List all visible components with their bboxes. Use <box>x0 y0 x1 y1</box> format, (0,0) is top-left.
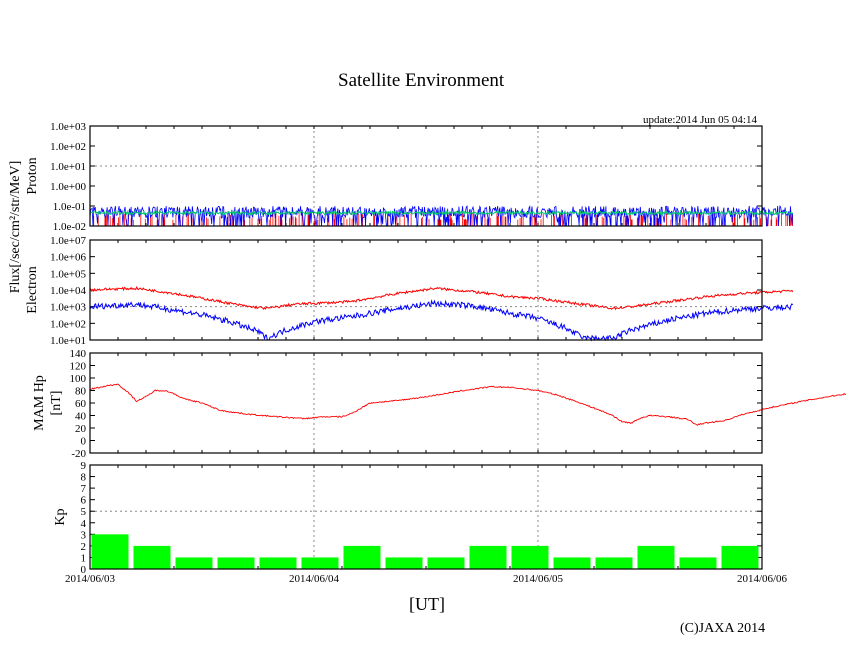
y-tick-label: 80 <box>75 386 87 398</box>
kp-bar <box>217 557 255 569</box>
y-tick-label: 1.0e+01 <box>50 335 86 347</box>
y-tick-label: 20 <box>75 423 87 435</box>
kp-bar <box>385 557 423 569</box>
kp-bar <box>175 557 213 569</box>
mam-hp-unit-label: [nT] <box>49 391 64 416</box>
y-tick-label: 2 <box>81 541 87 553</box>
y-tick-label: 1.0e+03 <box>50 121 86 133</box>
y-tick-label: 60 <box>75 398 87 410</box>
panel-electron: 1.0e+01 1.0e+02 1.0e+03 1.0e+04 1.0e+05 1.0e+… <box>50 235 794 347</box>
chart-title: Satellite Environment <box>338 70 505 91</box>
electron-axis-label: Electron <box>25 266 40 313</box>
kp-bar <box>469 545 507 569</box>
x-tick-label: 2014/06/06 <box>737 573 788 585</box>
kp-bar <box>595 557 633 569</box>
y-tick-label: 1.0e+07 <box>50 235 86 247</box>
y-tick-label: 1.0e+05 <box>50 268 86 280</box>
kp-bar <box>133 545 171 569</box>
y-tick-label: 0 <box>81 564 87 576</box>
panel-frame <box>89 125 763 227</box>
mam-hp-axis-label: MAM Hp <box>32 375 47 431</box>
x-tick-label: 2014/06/04 <box>289 573 340 585</box>
y-tick-label: 1.0e+01 <box>50 161 86 173</box>
y-tick-label: 6 <box>81 495 87 507</box>
x-tick-label: 2014/06/03 <box>65 573 116 585</box>
y-tick-label: 1.0e+02 <box>50 318 86 330</box>
kp-bar <box>343 545 381 569</box>
y-tick-label: 9 <box>81 460 87 472</box>
panel-frame <box>89 239 763 341</box>
y-tick-label: 1.0e-02 <box>53 221 86 233</box>
series-hp <box>89 383 846 426</box>
y-tick-label: 5 <box>81 506 87 518</box>
y-tick-label: 7 <box>81 483 87 495</box>
copyright: (C)JAXA 2014 <box>680 621 766 636</box>
panel-frame <box>89 464 763 570</box>
y-tick-label: -20 <box>71 448 86 460</box>
series-electron-low-energy <box>89 285 794 311</box>
y-tick-label: 1.0e+02 <box>50 141 86 153</box>
x-tick-label: 2014/06/05 <box>513 573 564 585</box>
kp-bar <box>553 557 591 569</box>
y-tick-label: 100 <box>70 373 87 385</box>
y-tick-label: 1.0e+03 <box>50 302 86 314</box>
series-proton-mean <box>89 209 794 217</box>
kp-bar <box>511 545 549 569</box>
y-tick-label: 40 <box>75 411 87 423</box>
y-tick-label: 120 <box>70 361 87 373</box>
y-tick-label: 1 <box>81 552 87 564</box>
y-tick-label: 140 <box>70 348 87 360</box>
y-tick-label: 4 <box>81 518 87 530</box>
x-axis-label: [UT] <box>409 594 445 614</box>
y-tick-label: 3 <box>81 529 87 541</box>
kp-bar <box>427 557 465 569</box>
update-time: update:2014 Jun 05 04:14 <box>643 114 757 126</box>
kp-axis-label: Kp <box>53 508 68 525</box>
y-tick-label: 0 <box>81 436 87 448</box>
y-tick-label: 1.0e+00 <box>50 181 86 193</box>
flux-axis-label: Flux[/sec/cm²/str/MeV] <box>8 161 23 294</box>
panel-proton: 1.0e-02 1.0e-01 1.0e+00 1.0e+01 1.0e+02 1.0e+… <box>50 121 794 233</box>
y-tick-label: 1.0e+04 <box>50 285 86 297</box>
y-tick-label: 8 <box>81 472 87 484</box>
kp-bar <box>259 557 297 569</box>
kp-bar <box>679 557 717 569</box>
y-tick-label: 1.0e+06 <box>50 252 86 264</box>
series-electron-high-energy <box>89 299 794 342</box>
proton-axis-label: Proton <box>25 157 40 194</box>
y-tick-label: 1.0e-01 <box>53 201 86 213</box>
panel-frame <box>89 352 763 454</box>
kp-bar <box>721 545 759 569</box>
kp-bar <box>637 545 675 569</box>
kp-bar <box>91 534 129 569</box>
kp-bar <box>301 557 339 569</box>
